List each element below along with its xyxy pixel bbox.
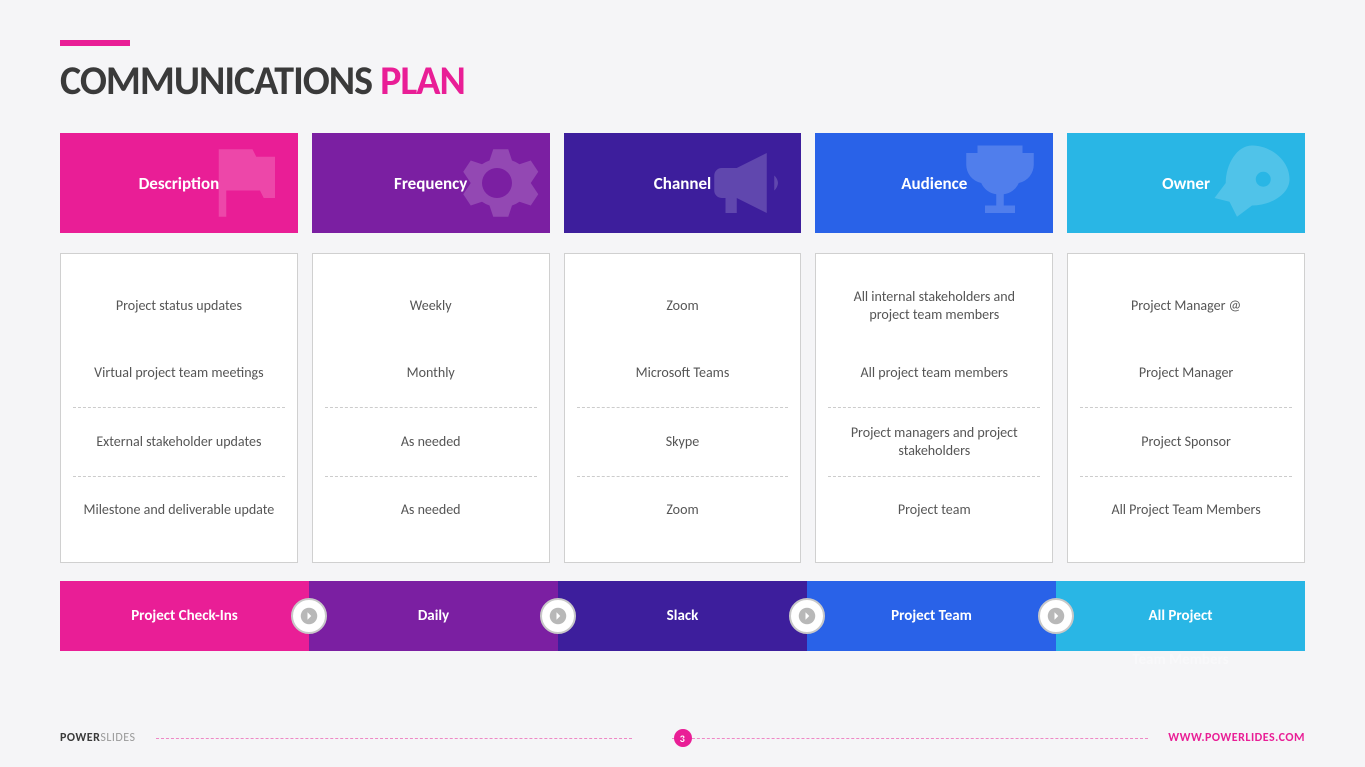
- table-cell: Project team: [828, 477, 1040, 545]
- brand: POWERSLIDES: [60, 731, 136, 745]
- table-cell: All Project Team Members: [1080, 477, 1292, 545]
- table-cell: Weekly: [325, 272, 537, 340]
- trophy-icon: [955, 138, 1045, 228]
- column-body: ZoomMicrosoft TeamsSkypeZoom: [564, 253, 802, 563]
- bottom-bar: POWERSLIDES 3 WWW.POWERLIDES.COM: [60, 731, 1305, 745]
- brand-part-2: SLIDES: [100, 731, 135, 745]
- table-cell: Project status updates: [73, 272, 285, 340]
- accent-bar: [60, 40, 130, 46]
- table-cell: Zoom: [577, 477, 789, 545]
- column-header: Owner: [1067, 133, 1305, 233]
- table-cell: Zoom: [577, 272, 789, 340]
- slide: COMMUNICATIONS PLAN DescriptionFrequency…: [0, 0, 1365, 767]
- arrow-icon: [1038, 598, 1074, 634]
- column-body: All internal stakeholders and project te…: [815, 253, 1053, 563]
- table-cell: Project Sponsor: [1080, 408, 1292, 476]
- column-footer: Daily: [309, 581, 558, 651]
- arrow-icon: [540, 598, 576, 634]
- column-header: Audience: [815, 133, 1053, 233]
- table-cell: All internal stakeholders and project te…: [828, 272, 1040, 340]
- megaphone-icon: [703, 138, 793, 228]
- column-header-label: Owner: [1162, 173, 1210, 194]
- header-row: DescriptionFrequencyChannelAudience Owner: [60, 133, 1305, 233]
- arrow-icon: [291, 598, 327, 634]
- slide-title: COMMUNICATIONS PLAN: [60, 56, 1305, 105]
- flag-icon: [200, 138, 290, 228]
- divider-left: [156, 738, 632, 739]
- column-footer: Project Team: [807, 581, 1056, 651]
- column-footer-label: Slack: [667, 607, 699, 625]
- table-cell: As needed: [325, 477, 537, 545]
- footer-row: Project Check-Ins Daily Slack Project Team A…: [60, 581, 1305, 651]
- title-part-1: COMMUNICATIONS: [60, 56, 372, 105]
- column-footer-overflow: Team Members: [1056, 651, 1305, 669]
- table-cell: External stakeholder updates: [73, 408, 285, 476]
- column-header: Frequency: [312, 133, 550, 233]
- body-row: Project status updatesVirtual project te…: [60, 233, 1305, 563]
- table-cell: Project managers and project stakeholder…: [828, 408, 1040, 476]
- arrow-icon: [789, 598, 825, 634]
- column-footer: Slack: [558, 581, 807, 651]
- table-cell: Project Manager @: [1080, 272, 1292, 340]
- table-cell: Monthly: [325, 340, 537, 408]
- column-footer-label: Project Team: [891, 607, 972, 625]
- column-body: Project status updatesVirtual project te…: [60, 253, 298, 563]
- column-footer: All ProjectTeam Members: [1056, 581, 1305, 651]
- table-cell: Microsoft Teams: [577, 340, 789, 408]
- table-cell: Milestone and deliverable update: [73, 477, 285, 545]
- table-cell: All project team members: [828, 340, 1040, 408]
- divider-right: [672, 738, 1148, 739]
- rocket-icon: [1207, 138, 1297, 228]
- table-cell: Virtual project team meetings: [73, 340, 285, 408]
- column-body: Project Manager @Project ManagerProject …: [1067, 253, 1305, 563]
- footer-url: WWW.POWERLIDES.COM: [1168, 731, 1305, 745]
- column-footer: Project Check-Ins: [60, 581, 309, 651]
- table-cell: Project Manager: [1080, 340, 1292, 408]
- column-footer-label: Project Check-Ins: [131, 607, 238, 625]
- table-cell: As needed: [325, 408, 537, 476]
- column-header: Channel: [564, 133, 802, 233]
- column-header: Description: [60, 133, 298, 233]
- column-body: WeeklyMonthlyAs neededAs needed: [312, 253, 550, 563]
- table-cell: Skype: [577, 408, 789, 476]
- column-footer-label: All Project: [1149, 607, 1213, 625]
- title-part-2: PLAN: [380, 56, 465, 105]
- brand-part-1: POWER: [60, 731, 100, 745]
- column-footer-label: Daily: [418, 607, 449, 625]
- gear-icon: [452, 138, 542, 228]
